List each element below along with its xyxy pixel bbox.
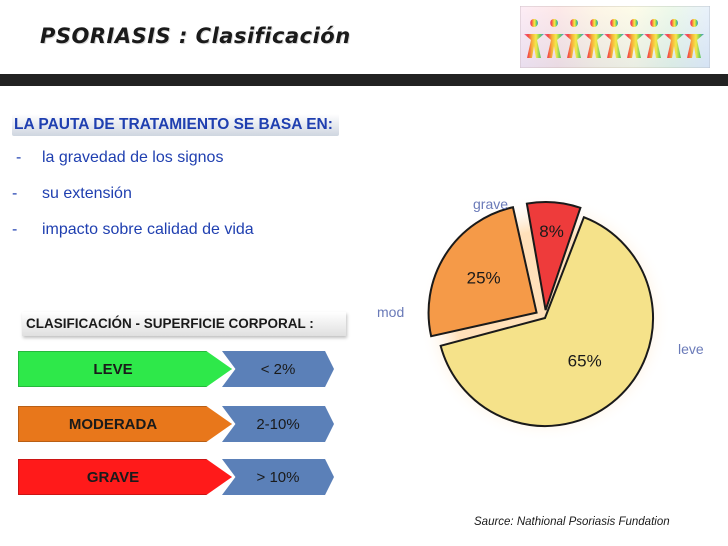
leve-value: < 2% xyxy=(260,360,296,378)
slice-label-grave: grave xyxy=(473,196,509,212)
slice-label-leve: leve xyxy=(678,341,704,357)
pie-svg: 8% 65% 25% xyxy=(419,194,671,442)
bullet-text: la gravedad de los signos xyxy=(42,149,224,166)
header-divider xyxy=(0,74,728,86)
leve-label: LEVE xyxy=(93,360,133,378)
page-title: PSORIASIS : Clasificación xyxy=(40,24,351,48)
leve-value-box: < 2% xyxy=(222,351,334,387)
pie-slice-grave xyxy=(525,201,582,311)
list-item: - impacto sobre calidad de vida xyxy=(12,220,254,239)
leve-label-box: LEVE xyxy=(18,351,232,387)
list-item: - la gravedad de los signos xyxy=(12,148,254,167)
pie-slice-leve xyxy=(439,215,654,427)
pie-slice-mod xyxy=(427,206,538,338)
moderada-value: 2-10% xyxy=(256,415,300,433)
bullet-dash: - xyxy=(12,185,18,202)
bullet-text: su extensión xyxy=(42,185,132,202)
severity-pie-chart: 8% 65% 25% grave mod leve xyxy=(375,190,725,450)
rainbow-people-logo xyxy=(520,6,710,68)
bullet-dash: - xyxy=(12,221,18,238)
classification-heading: CLASIFICACIÓN - SUPERFICIE CORPORAL : xyxy=(22,312,346,336)
list-item: - su extensión xyxy=(12,184,254,203)
moderada-label-box: MODERADA xyxy=(18,406,232,442)
bullet-dash: - xyxy=(16,149,22,166)
bullet-text: impacto sobre calidad de vida xyxy=(42,221,254,238)
grave-value: > 10% xyxy=(256,468,300,486)
treatment-heading: LA PAUTA DE TRATAMIENTO SE BASA EN: xyxy=(12,114,339,136)
moderada-label: MODERADA xyxy=(68,415,158,433)
moderada-value-box: 2-10% xyxy=(222,406,334,442)
source-note: Saurce: Nathional Psoriasis Fundation xyxy=(474,516,670,528)
grave-label-box: GRAVE xyxy=(18,459,232,495)
slice-label-mod: mod xyxy=(377,304,405,320)
pie-value-leve: 65% xyxy=(568,352,602,371)
pie-value-grave: 8% xyxy=(539,222,564,241)
grave-value-box: > 10% xyxy=(222,459,334,495)
pie-value-mod: 25% xyxy=(467,269,501,288)
treatment-bullets: - la gravedad de los signos - su extensi… xyxy=(12,148,254,256)
grave-label: GRAVE xyxy=(86,468,140,486)
